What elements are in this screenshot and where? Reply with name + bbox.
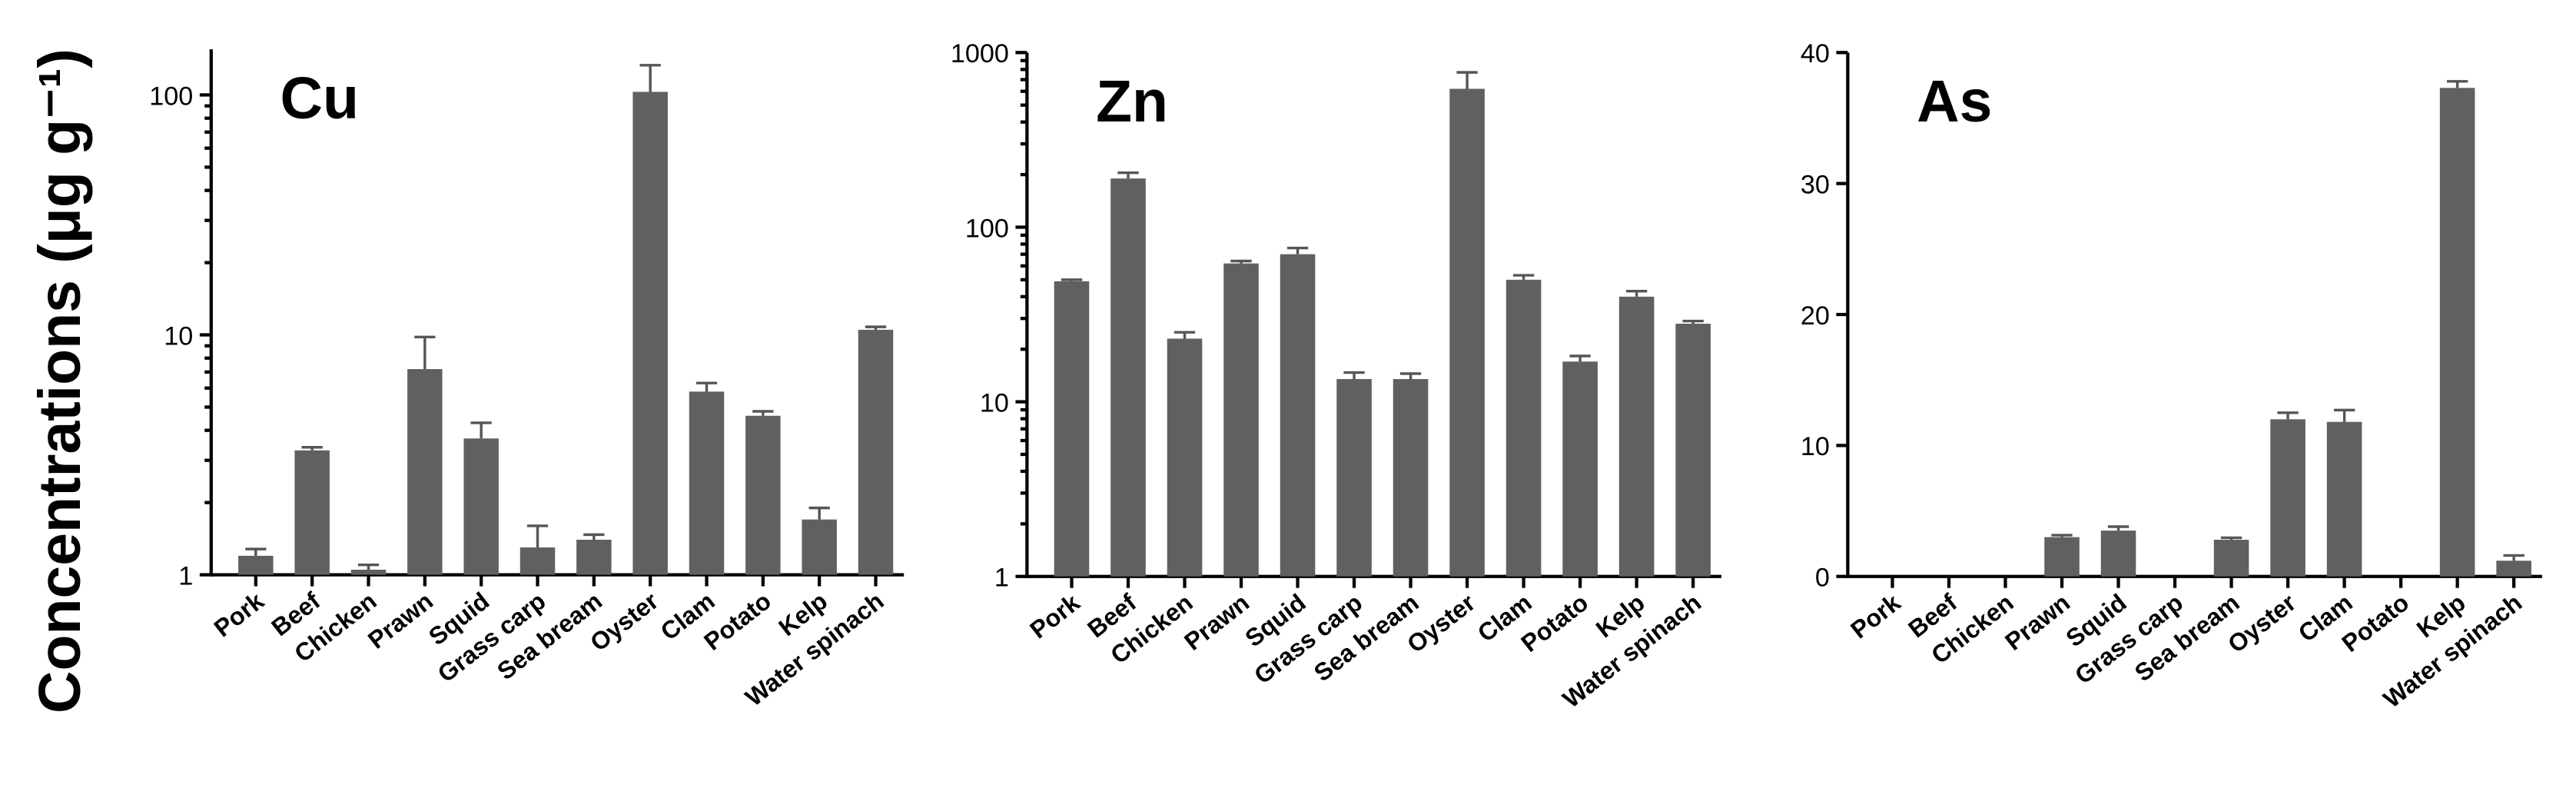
bar [1280, 254, 1316, 577]
bar [2213, 540, 2249, 577]
bar [1223, 263, 1259, 577]
y-tick-label: 1 [178, 561, 193, 590]
bar [858, 329, 894, 575]
bar [350, 569, 387, 575]
bar [463, 438, 499, 575]
bar [632, 91, 668, 575]
bar [1449, 88, 1485, 577]
bar [1562, 361, 1598, 577]
bar [1505, 279, 1542, 577]
y-tick-label: 10 [164, 321, 193, 351]
bar [1167, 338, 1203, 577]
bar [520, 547, 556, 575]
bar [2100, 531, 2136, 577]
y-tick-label: 1000 [951, 39, 1009, 68]
bar [1336, 379, 1372, 577]
bar [2439, 88, 2475, 577]
bar [1675, 324, 1711, 577]
y-tick-label: 10 [1801, 432, 1830, 461]
y-tick-label: 10 [980, 388, 1009, 417]
y-tick-label: 30 [1801, 171, 1830, 200]
bar [2496, 560, 2531, 577]
bar [2044, 537, 2080, 577]
bar [576, 539, 612, 575]
panel-title: As [1917, 68, 1992, 135]
x-tick-label: Pork [1024, 588, 1084, 644]
bar [2326, 421, 2362, 577]
y-tick-label: 100 [965, 214, 1009, 243]
panel-title: Cu [281, 65, 359, 131]
y-tick-label: 1 [994, 564, 1009, 593]
y-tick-label: 20 [1801, 301, 1830, 331]
x-tick-label: Prawn [1179, 588, 1254, 656]
bar [1393, 379, 1429, 577]
bar [1054, 281, 1090, 577]
bar [745, 415, 781, 575]
bar [802, 519, 837, 575]
bar [1110, 178, 1146, 577]
bar [407, 369, 443, 575]
x-tick-label: Prawn [2000, 588, 2075, 656]
y-tick-label: 0 [1815, 564, 1830, 593]
x-tick-label: Prawn [363, 587, 438, 654]
bar [689, 391, 725, 575]
x-tick-label: Pork [1845, 588, 1905, 644]
x-tick-label: Pork [209, 587, 269, 642]
bar [294, 450, 330, 575]
panel-title: Zn [1096, 68, 1168, 135]
bar [2270, 419, 2305, 577]
y-tick-label: 40 [1801, 39, 1830, 68]
bar [1618, 296, 1655, 577]
y-tick-label: 100 [149, 81, 193, 111]
y-axis-label: Concentrations (μg g⁻¹) [27, 48, 93, 713]
bar [238, 555, 274, 575]
